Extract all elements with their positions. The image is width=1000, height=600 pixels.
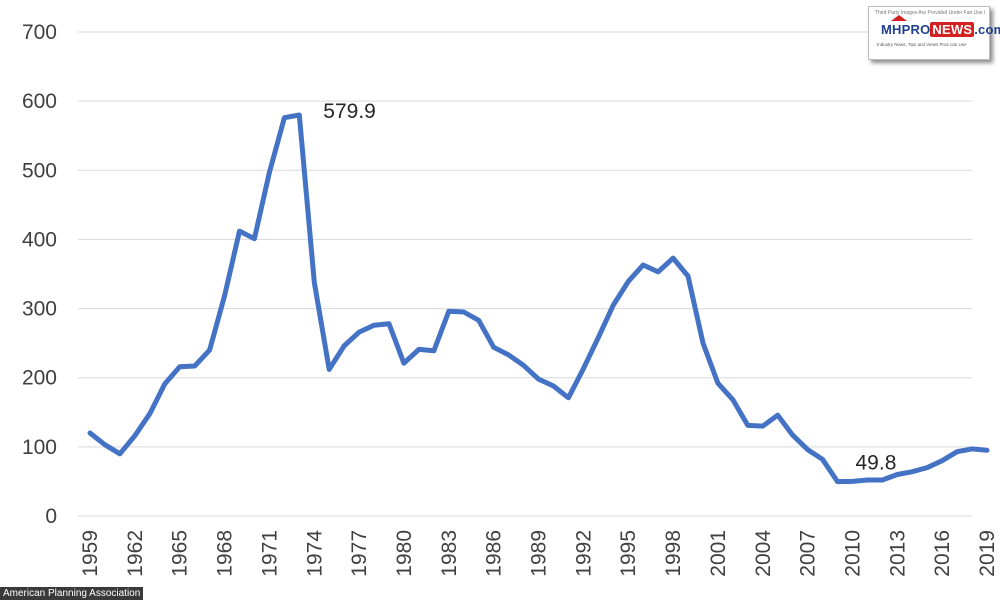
watermark-fair-use-text: Third Party Images Are Provided Under Fa… [875,10,985,16]
x-tick-label: 1992 [572,530,595,577]
x-tick-label: 1965 [169,530,192,577]
x-tick-label: 1962 [124,530,147,577]
watermark-brand: MHPRO NEWS .com [881,22,1000,37]
y-tick-label: 400 [22,228,57,251]
y-tick-label: 200 [22,367,57,390]
x-tick-label: 2007 [797,530,820,577]
gridlines [78,31,972,517]
x-tick-label: 1977 [348,530,371,577]
y-tick-label: 700 [22,21,57,44]
x-tick-label: 1983 [438,530,461,577]
data-label: 49.8 [856,452,897,475]
y-tick-label: 100 [22,436,57,459]
mhpronews-watermark-logo: Third Party Images Are Provided Under Fa… [868,6,1000,60]
data-label: 579.9 [323,100,376,123]
x-tick-label: 1971 [258,530,281,577]
x-tick-label: 1995 [617,530,640,577]
y-tick-label: 0 [45,505,57,528]
annotations-layer: 579.9 49.8 [323,100,896,475]
x-tick-label: 2013 [886,530,909,577]
y-axis-ticks: 0 100 200 300 400 500 600 700 [22,21,57,528]
watermark-tagline: Industry News, Tips and Views Pros can U… [877,42,967,47]
x-tick-label: 2004 [752,530,775,577]
x-tick-label: 2010 [841,530,864,577]
y-tick-label: 600 [22,90,57,113]
x-tick-label: 2016 [931,530,954,577]
series-layer [87,112,990,485]
x-tick-label: 2019 [976,530,999,577]
x-tick-label: 1968 [214,530,237,577]
x-tick-label: 1989 [528,530,551,577]
brand-accent: NEWS [930,22,975,37]
y-tick-label: 300 [22,298,57,321]
house-roof-icon [891,15,907,21]
x-tick-label: 2001 [707,530,730,577]
y-tick-label: 500 [22,159,57,182]
x-tick-label: 1998 [662,530,685,577]
brand-suffix: .com [974,22,1000,37]
brand-main: MHPRO [881,22,931,37]
x-tick-label: 1959 [79,530,102,577]
x-axis-ticks: 1959 1962 1965 1968 1971 1974 1977 1980 1983 1986… [79,530,999,577]
x-tick-label: 1980 [393,530,416,577]
x-tick-label: 1986 [483,530,506,577]
x-tick-label: 1974 [303,530,326,577]
source-label: American Planning Association [0,587,144,600]
